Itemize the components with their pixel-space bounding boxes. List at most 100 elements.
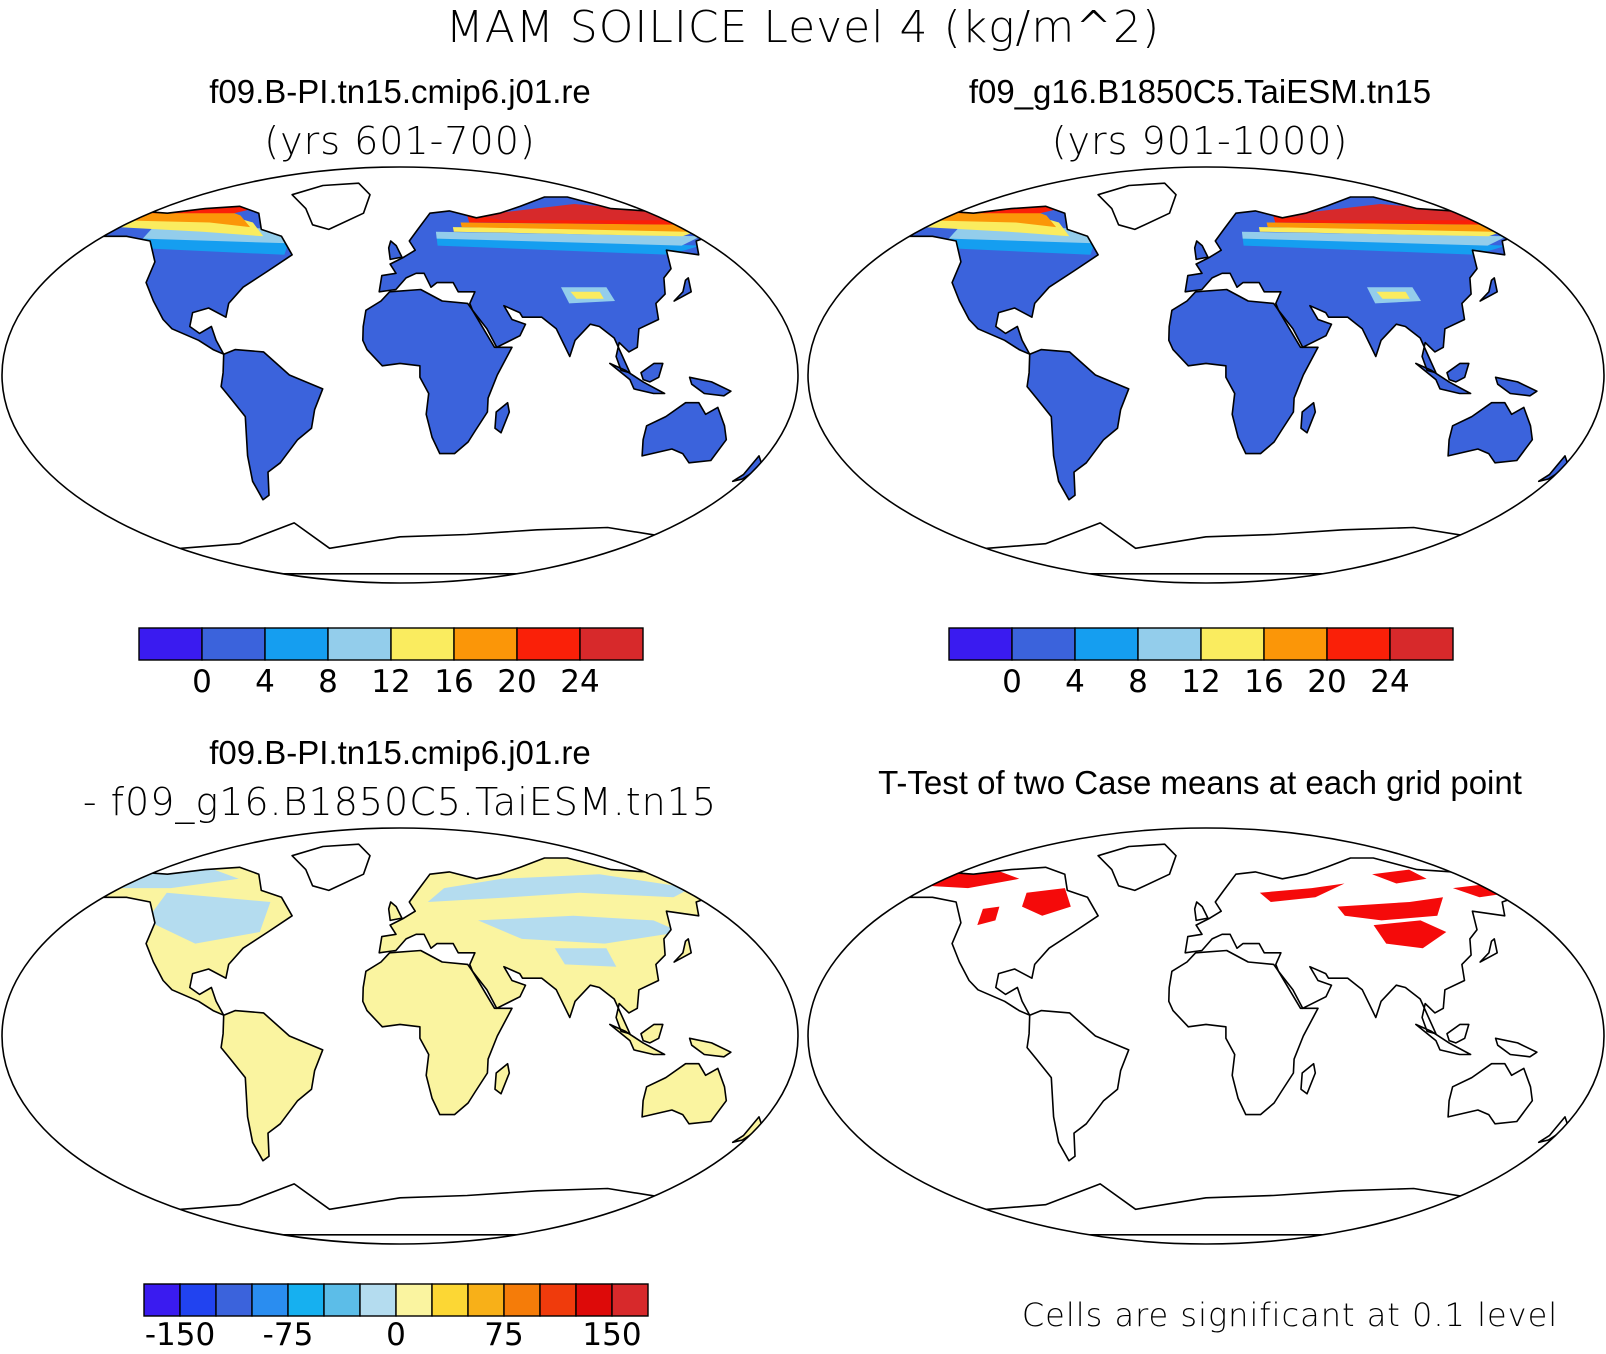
coast-britain	[387, 901, 403, 922]
field-band-9	[460, 222, 706, 232]
coast-europe-asia	[378, 196, 711, 374]
colorbar-box	[1326, 627, 1391, 661]
colorbar-box	[251, 1283, 289, 1317]
coast-new-guinea	[1494, 376, 1538, 397]
colorbar-tick-label: 12	[371, 664, 411, 700]
diff-patch-2	[427, 874, 691, 902]
panel-2-title: f09_g16.B1850C5.TaiESM.tn15	[968, 73, 1432, 110]
panel-4-title: T-Test of two Case means at each grid po…	[878, 764, 1522, 801]
coast-australia	[1447, 1062, 1534, 1125]
coast-indonesia	[609, 362, 666, 395]
significant-cells-5	[1373, 920, 1447, 949]
coast-europe-asia	[1184, 857, 1517, 1035]
land-australia	[1448, 1063, 1533, 1124]
field-band-11	[475, 204, 706, 221]
coast-africa	[362, 288, 513, 455]
land-australia	[642, 402, 727, 463]
significant-cells-4	[1337, 897, 1443, 921]
coast-south-america	[1026, 1009, 1130, 1162]
coast-greenland	[1097, 843, 1177, 892]
map-content	[98, 182, 765, 575]
land-south-america	[221, 1010, 323, 1161]
coast-borneo	[1446, 1023, 1470, 1044]
coast-europe-asia	[378, 857, 711, 1035]
land-new-zealand	[732, 1116, 764, 1143]
field-overlay	[923, 197, 1512, 304]
coast-north-america	[904, 205, 1099, 355]
colorbar-case2	[948, 627, 1454, 661]
diff-patch-3	[478, 915, 681, 944]
diff-patch-0	[146, 892, 271, 944]
land-south-america	[1027, 349, 1129, 500]
colorbar-tick-label: 0	[192, 664, 212, 700]
coast-britain	[387, 240, 403, 261]
coast-indonesia	[609, 1023, 666, 1056]
significant-cells-7	[1372, 869, 1427, 884]
colorbar-box	[431, 1283, 469, 1317]
land-europe-asia	[379, 858, 710, 1034]
colorbar-difference-ticks: -150 -75 0 75 150	[143, 1317, 663, 1354]
colorbar-case2-ticks: 0 4 8 12 16 20 24	[948, 664, 1468, 704]
coast-africa	[1168, 949, 1319, 1116]
colorbar-tick-label: 75	[484, 1317, 524, 1353]
colorbar-box	[323, 1283, 361, 1317]
land-new-guinea	[689, 1038, 731, 1057]
field-overlay	[926, 869, 1511, 949]
diff-patch-4	[554, 948, 617, 967]
land-africa	[362, 950, 512, 1115]
land-australia	[642, 1063, 727, 1124]
field-band-6	[436, 236, 701, 255]
colorbar-box	[201, 627, 266, 661]
field-band-5	[130, 197, 228, 209]
significant-cells-1	[1022, 888, 1071, 916]
colorbar-tick-label: 8	[318, 664, 338, 700]
field-band-9	[1266, 222, 1512, 232]
coast-borneo	[640, 1023, 664, 1044]
coast-japan	[1479, 277, 1498, 302]
coast-new-guinea	[688, 1037, 732, 1058]
field-band-6	[1242, 236, 1507, 255]
colorbar-box	[1263, 627, 1328, 661]
land-new-guinea	[1495, 1038, 1537, 1057]
land-britain	[1194, 241, 1208, 260]
coast-north-america	[904, 866, 1099, 1016]
colorbar-tick-label: 16	[1244, 664, 1284, 700]
coast-borneo	[640, 362, 664, 383]
colorbar-tick-label: 24	[560, 664, 600, 700]
land-south-america	[221, 349, 323, 500]
colorbar-box	[287, 1283, 325, 1317]
colorbar-box	[1074, 627, 1139, 661]
colorbar-box	[453, 627, 518, 661]
colorbar-box	[575, 1283, 613, 1317]
map-content	[98, 843, 765, 1236]
field-overlay	[109, 867, 691, 967]
field-band-13	[1376, 291, 1410, 299]
coast-indonesia	[1415, 362, 1472, 395]
colorbar-box	[1137, 627, 1202, 661]
land-britain	[388, 902, 402, 921]
colorbar-box	[138, 627, 203, 661]
colorbar-tick-label: 20	[1307, 664, 1347, 700]
coast-australia	[641, 1062, 728, 1125]
colorbar-difference	[143, 1283, 649, 1317]
land-greenland	[292, 844, 370, 891]
map-frame	[1, 166, 799, 584]
colorbar-tick-label: -150	[144, 1317, 216, 1353]
coast-japan	[673, 938, 692, 963]
land-greenland	[1098, 183, 1176, 230]
land-fill	[905, 844, 1570, 1235]
land-new-guinea	[1495, 377, 1537, 396]
coast-britain	[1193, 240, 1209, 261]
map-frame	[807, 166, 1605, 584]
land-japan	[674, 277, 692, 301]
colorbar-tick-label: 16	[434, 664, 474, 700]
land-japan	[1480, 277, 1498, 301]
colorbar-tick-label: -75	[262, 1317, 314, 1353]
land-antarctica	[122, 1183, 678, 1235]
coast-britain	[1193, 901, 1209, 922]
colorbar-case1	[138, 627, 644, 661]
map-panel-difference	[1, 827, 799, 1245]
coast-madagascar	[494, 401, 511, 434]
field-band-5	[936, 197, 1034, 209]
land-antarctica	[928, 522, 1484, 574]
